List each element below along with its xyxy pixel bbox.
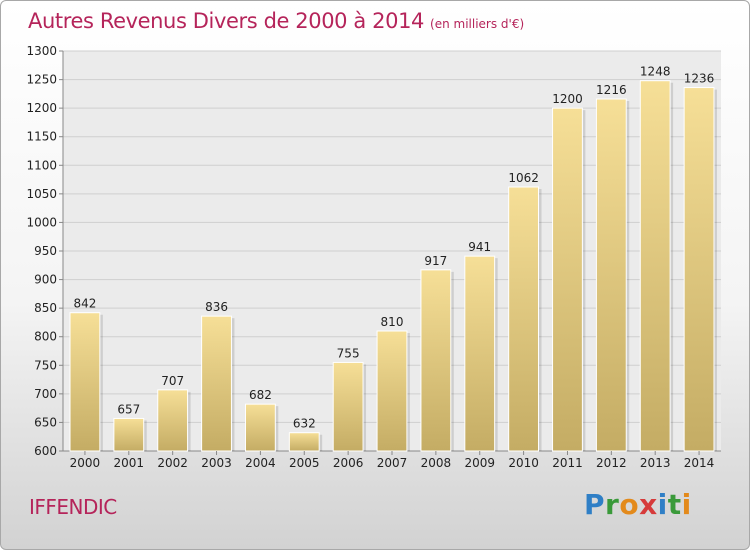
bar xyxy=(376,330,408,452)
y-tick-label: 1000 xyxy=(26,215,57,229)
y-tick-label: 800 xyxy=(34,330,57,344)
logo-letter: i xyxy=(657,488,668,521)
bar xyxy=(332,361,364,452)
x-tick-label: 2008 xyxy=(421,456,452,470)
bar-value-label: 842 xyxy=(73,297,96,311)
x-tick-label: 2014 xyxy=(684,456,715,470)
y-tick-label: 1200 xyxy=(26,101,57,115)
bar-value-label: 682 xyxy=(249,388,272,402)
bar-value-label: 917 xyxy=(424,254,447,268)
bar-value-label: 1062 xyxy=(508,171,539,185)
bar xyxy=(201,315,232,452)
bar xyxy=(508,186,540,452)
bar-value-label: 755 xyxy=(337,346,360,360)
chart-title-text: Autres Revenus Divers de 2000 à 2014 xyxy=(28,9,425,33)
bar xyxy=(552,107,583,452)
y-tick-label: 600 xyxy=(34,444,57,458)
bar xyxy=(288,432,320,452)
x-tick-label: 2001 xyxy=(114,456,145,470)
bar-value-label: 707 xyxy=(161,374,184,388)
y-tick-label: 750 xyxy=(34,358,57,372)
bar-value-label: 1236 xyxy=(684,72,715,86)
logo-letter: P xyxy=(584,488,606,521)
bar xyxy=(244,403,276,452)
logo-letter: x xyxy=(639,488,658,521)
commune-name: IFFENDIC xyxy=(29,495,117,519)
x-tick-label: 2003 xyxy=(201,456,232,470)
bar xyxy=(595,98,627,452)
x-tick-label: 2013 xyxy=(640,456,671,470)
y-tick-label: 950 xyxy=(34,244,57,258)
x-tick-label: 2007 xyxy=(377,456,408,470)
x-tick-label: 2011 xyxy=(552,456,583,470)
proxiti-logo: Proxiti xyxy=(584,488,692,521)
y-tick-label: 1050 xyxy=(26,187,57,201)
x-tick-label: 2000 xyxy=(70,456,101,470)
bar xyxy=(683,87,715,452)
bar-value-label: 836 xyxy=(205,300,228,314)
x-tick-label: 2009 xyxy=(464,456,495,470)
y-tick-label: 1100 xyxy=(26,158,57,172)
bar xyxy=(113,417,145,452)
bar xyxy=(157,389,189,452)
chart-subtitle: (en milliers d'€) xyxy=(430,17,525,31)
bar-value-label: 1216 xyxy=(596,83,627,97)
chart-title: Autres Revenus Divers de 2000 à 2014 (en … xyxy=(28,9,524,33)
logo-letter: t xyxy=(667,488,682,521)
bar-value-label: 810 xyxy=(381,315,404,329)
bar-value-label: 657 xyxy=(117,402,140,416)
bar-value-label: 1200 xyxy=(552,92,583,106)
x-tick-label: 2012 xyxy=(596,456,627,470)
x-tick-label: 2005 xyxy=(289,456,320,470)
x-tick-label: 2006 xyxy=(333,456,364,470)
logo-letter: i xyxy=(681,488,692,521)
bar xyxy=(420,269,452,452)
y-tick-label: 1150 xyxy=(26,130,57,144)
y-tick-label: 850 xyxy=(34,301,57,315)
x-tick-label: 2010 xyxy=(508,456,539,470)
bar-value-label: 941 xyxy=(468,240,491,254)
y-tick-label: 650 xyxy=(34,415,57,429)
bar-value-label: 632 xyxy=(293,417,316,431)
bar-value-label: 1248 xyxy=(640,65,671,79)
y-tick-label: 1300 xyxy=(26,44,57,58)
bar xyxy=(464,255,496,452)
x-tick-label: 2002 xyxy=(157,456,188,470)
x-tick-label: 2004 xyxy=(245,456,276,470)
logo-letter: o xyxy=(619,488,640,521)
bar xyxy=(69,312,101,452)
logo-letter: r xyxy=(605,488,620,521)
bar xyxy=(639,80,671,452)
y-tick-label: 700 xyxy=(34,387,57,401)
y-tick-label: 900 xyxy=(34,273,57,287)
y-tick-label: 1250 xyxy=(26,73,57,87)
